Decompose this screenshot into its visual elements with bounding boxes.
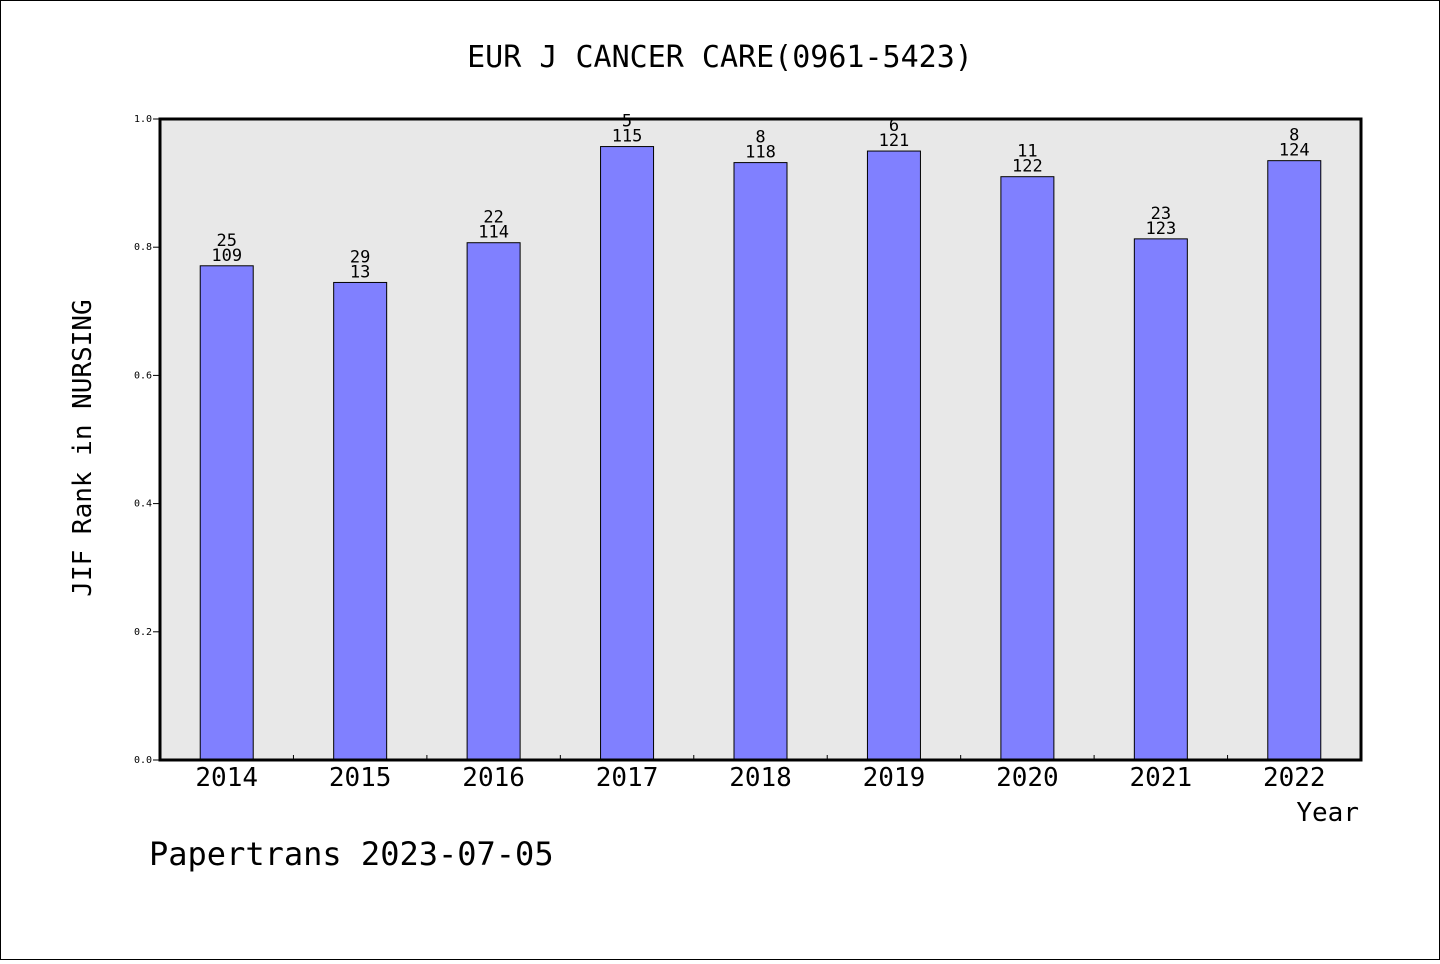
bar-rank-label: 5: [622, 112, 632, 132]
bar-2018: [733, 162, 788, 761]
bar-total-label: 114: [478, 223, 509, 243]
bar-total-label: 13: [350, 262, 370, 282]
bar-rank-label: 25: [216, 231, 236, 251]
bar-rank-label: 8: [755, 128, 765, 148]
x-tick-label: 2017: [596, 763, 659, 793]
bar-total-label: 121: [879, 131, 910, 151]
x-tick-label: 2016: [462, 763, 525, 793]
bar-2015: [333, 281, 388, 761]
bar-2014: [199, 265, 254, 761]
x-tick-label: 2019: [863, 763, 926, 793]
bar-total-label: 124: [1279, 141, 1310, 161]
y-tick-label: 0.6: [134, 370, 152, 381]
bar-rank-label: 29: [350, 247, 370, 267]
bar-rank-label: 22: [483, 208, 503, 228]
bar-2019: [866, 150, 921, 761]
y-tick-label: 0.0: [134, 755, 152, 766]
bar-total-label: 115: [612, 127, 643, 147]
bar-total-label: 109: [211, 246, 242, 266]
bar-total-label: 123: [1145, 219, 1176, 239]
y-tick-label: 1.0: [134, 114, 152, 125]
bar-total-label: 122: [1012, 157, 1043, 177]
bar-rank-label: 11: [1017, 142, 1037, 162]
y-axis-label: JIF Rank in NURSING: [68, 299, 98, 596]
bar-rank-label: 23: [1151, 204, 1171, 224]
x-axis-tick-labels: 2014 2015 2016 2017 2018 2019 2020 2021 2022: [195, 763, 1325, 793]
bar-2022: [1267, 160, 1322, 761]
x-tick-label: 2015: [329, 763, 392, 793]
bars: [199, 146, 1322, 761]
bar-total-label: 118: [745, 143, 776, 163]
bar-2020: [1000, 176, 1055, 761]
x-axis-label: Year: [1296, 798, 1359, 828]
chart-title: EUR J CANCER CARE(0961-5423): [467, 40, 973, 75]
bar-2016: [466, 242, 521, 761]
x-tick-label: 2018: [729, 763, 792, 793]
bar-2017: [600, 146, 655, 761]
y-tick-label: 0.2: [134, 627, 152, 638]
x-tick-label: 2021: [1130, 763, 1193, 793]
bar-rank-label: 6: [889, 116, 899, 136]
x-tick-label: 2022: [1263, 763, 1326, 793]
bar-2021: [1133, 238, 1188, 761]
x-tick-label: 2014: [195, 763, 258, 793]
x-tick-label: 2020: [996, 763, 1059, 793]
bar-rank-label: 8: [1289, 126, 1299, 146]
y-tick-label: 0.8: [134, 242, 152, 253]
plot-border: [158, 117, 1363, 762]
y-tick-label: 0.4: [134, 499, 152, 510]
footer-source: Papertrans 2023-07-05: [149, 835, 554, 873]
